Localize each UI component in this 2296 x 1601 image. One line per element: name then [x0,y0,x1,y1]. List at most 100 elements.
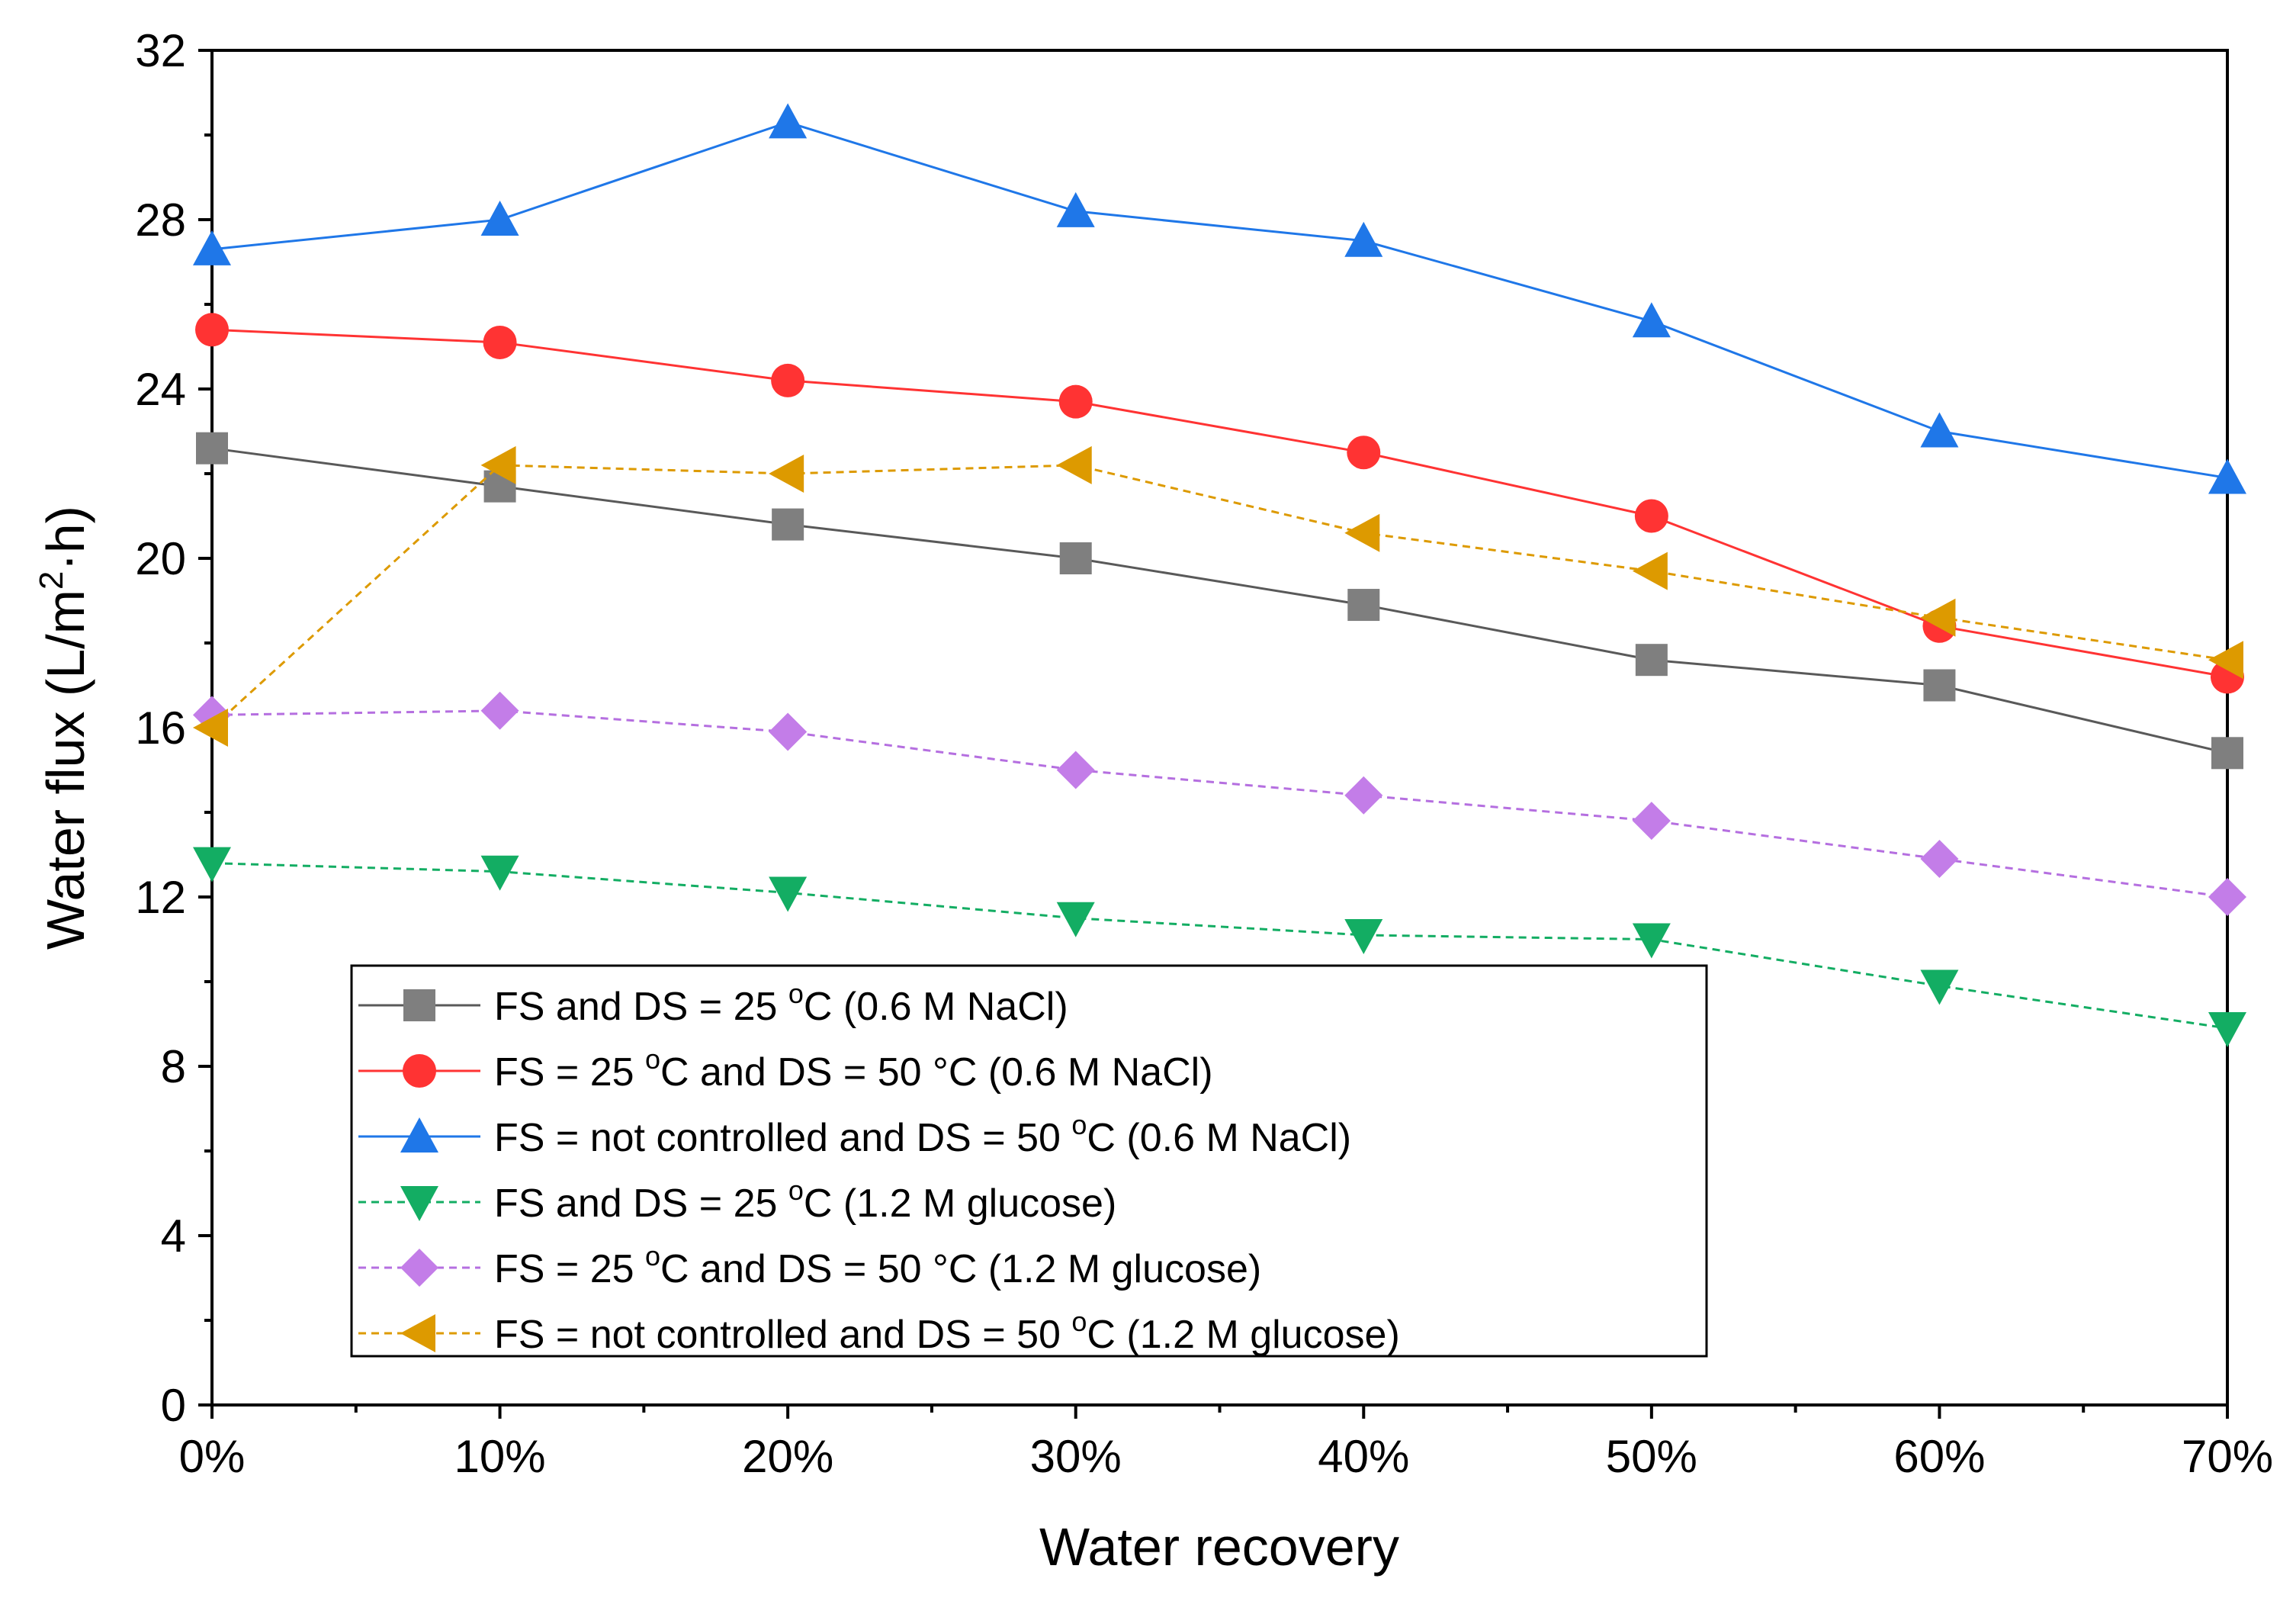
series-2-point [195,313,229,347]
x-axis-ticks: 0% 10% 20% 30% 40% 50% 60% 70% [179,1405,2273,1482]
legend-box [350,964,1708,1358]
series-4-point [769,876,808,912]
legend-marker [400,1117,438,1153]
series-3 [193,103,2246,494]
x-axis-title: Water recovery [1039,1517,1399,1577]
x-tick-label: 20% [742,1431,833,1482]
series-6-point [2208,641,2243,680]
series-2-point [1058,384,1093,419]
legend-entry-4: FS and DS = 25 oC (1.2 M glucose) [358,1175,1116,1226]
y-axis-title-sup: 2 [33,571,70,590]
series-1-point [196,432,228,465]
x-tick-label: 30% [1030,1431,1122,1482]
legend-entry-1: FS and DS = 25 oC (0.6 M NaCl) [358,978,1068,1029]
series-6-point [480,445,516,484]
y-axis-title: Water flux (L/m2·h) [33,506,95,950]
series-6-point [769,455,804,493]
y-tick-label: 4 [161,1210,186,1262]
series-5-point [769,712,808,751]
x-tick-label: 50% [1606,1431,1697,1482]
series-4-point [1056,902,1095,937]
legend: FS and DS = 25 oC (0.6 M NaCl) FS = 25 oC… [350,964,1708,1358]
series-1-point [2211,737,2243,770]
legend-marker [403,989,435,1021]
y-axis-title-suffix: ·h) [36,506,95,571]
legend-marker [400,1314,435,1352]
y-tick-label: 28 [135,194,186,246]
series-5-point [1920,840,1959,879]
y-tick-label: 32 [135,25,186,76]
y-axis-ticks: 0 4 8 12 16 20 24 28 32 [135,25,212,1431]
series-6-point [1632,551,1668,590]
series-2-point [771,363,805,397]
y-tick-label: 12 [135,872,186,923]
series-1-point [1923,669,1956,702]
series-6-point [1056,445,1092,484]
series-2-point [1347,436,1381,470]
series-4-point [1920,969,1959,1005]
series-6-point [193,709,228,747]
x-tick-label: 70% [2182,1431,2273,1482]
x-tick-label: 10% [454,1431,546,1482]
legend-label: FS = not controlled and DS = 50 oC (1.2 … [494,1306,1400,1357]
series-5-point [1632,802,1671,841]
series-2-point [1634,499,1668,533]
legend-label: FS = not controlled and DS = 50 oC (0.6 … [494,1109,1351,1160]
y-axis-title-prefix: Water flux (L/m [36,590,95,950]
series-4-point [1344,918,1383,954]
legend-label: FS = 25 oC and DS = 50 °C (0.6 M NaCl) [494,1043,1213,1095]
series-3-point [1920,412,1959,448]
legend-entry-5: FS = 25 oC and DS = 50 °C (1.2 M glucose… [358,1240,1261,1291]
series-1-line [211,447,2228,754]
legend-entry-6: FS = not controlled and DS = 50 oC (1.2 … [358,1306,1400,1357]
series-5-point [1056,751,1095,789]
series-3-point [2208,458,2246,494]
y-tick-label: 8 [161,1041,186,1092]
series-2-line [211,328,2228,678]
series-3-line [211,121,2228,480]
legend-label: FS and DS = 25 oC (0.6 M NaCl) [494,978,1068,1029]
x-tick-label: 0% [179,1431,246,1482]
legend-label: FS and DS = 25 oC (1.2 M glucose) [494,1175,1116,1226]
series-6-point [1344,513,1380,552]
series-3-point [1632,302,1671,338]
series-4-point [193,847,231,882]
y-tick-label: 20 [135,533,186,584]
series-1-point [1635,644,1668,677]
legend-marker [403,1054,436,1088]
y-tick-label: 0 [161,1380,186,1431]
series-3-point [769,103,808,139]
legend-entries: FS and DS = 25 oC (0.6 M NaCl) FS = 25 oC… [358,978,1400,1357]
x-tick-label: 60% [1893,1431,1985,1482]
series-4-point [480,855,519,891]
y-tick-label: 24 [135,364,186,415]
series-1-point [1347,589,1380,622]
series-3-point [193,230,231,265]
series-6 [193,445,2243,747]
legend-label: FS = 25 oC and DS = 50 °C (1.2 M glucose… [494,1240,1261,1291]
series-1 [196,432,2243,770]
series-3-point [1056,191,1095,227]
series-layer [193,103,2246,1048]
series-2-point [483,325,517,359]
legend-marker [400,1249,438,1287]
legend-entry-2: FS = 25 oC and DS = 50 °C (0.6 M NaCl) [358,1043,1213,1095]
series-5-point [1344,776,1383,815]
y-tick-label: 16 [135,702,186,754]
series-6-point [1920,598,1956,637]
series-3-point [480,201,519,236]
legend-entry-3: FS = not controlled and DS = 50 oC (0.6 … [358,1109,1351,1160]
legend-marker [400,1186,438,1221]
series-4-point [2208,1012,2246,1048]
series-5-point [480,691,519,730]
series-2 [195,313,2244,694]
series-4-point [1632,923,1671,959]
series-1-point [772,508,804,541]
x-tick-label: 40% [1318,1431,1409,1482]
series-5-point [2208,878,2246,916]
series-4 [193,847,2246,1048]
series-6-line [210,464,2228,729]
series-1-point [1059,542,1092,574]
series-5-line [211,709,2228,899]
